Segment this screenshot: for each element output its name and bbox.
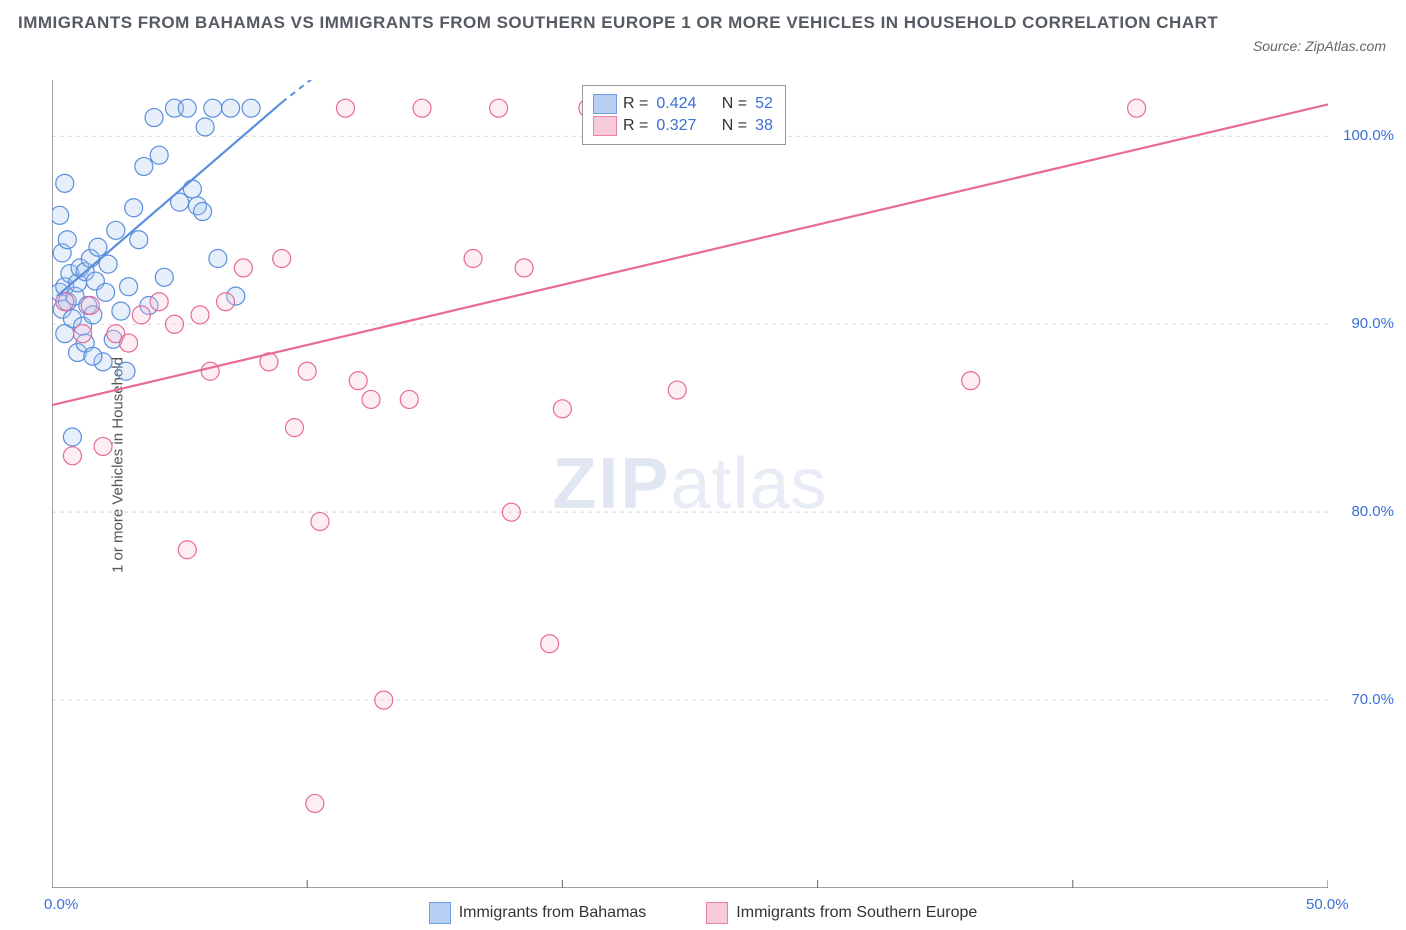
legend-n-seurope: 38 bbox=[755, 117, 773, 135]
legend-row-seurope: R = 0.327 N = 38 bbox=[593, 116, 773, 136]
y-tick-label: 90.0% bbox=[1351, 315, 1394, 332]
series-legend-item-seurope: Immigrants from Southern Europe bbox=[706, 902, 977, 924]
y-tick-label: 70.0% bbox=[1351, 691, 1394, 708]
chart-area: ZIPatlas R = 0.424 N = 52 R = 0.327 N = … bbox=[52, 80, 1328, 888]
y-tick-label: 100.0% bbox=[1343, 127, 1394, 144]
chart-title: IMMIGRANTS FROM BAHAMAS VS IMMIGRANTS FR… bbox=[18, 10, 1256, 36]
series-swatch-seurope bbox=[706, 902, 728, 924]
legend-swatch-bahamas bbox=[593, 94, 617, 114]
legend-r-bahamas: 0.424 bbox=[656, 95, 696, 113]
source-attribution: Source: ZipAtlas.com bbox=[1253, 38, 1386, 54]
legend-swatch-seurope bbox=[593, 116, 617, 136]
legend-n-bahamas: 52 bbox=[755, 95, 773, 113]
legend-row-bahamas: R = 0.424 N = 52 bbox=[593, 94, 773, 114]
legend-r-seurope: 0.327 bbox=[656, 117, 696, 135]
series-legend: Immigrants from Bahamas Immigrants from S… bbox=[0, 902, 1406, 924]
series-swatch-bahamas bbox=[429, 902, 451, 924]
y-tick-label: 80.0% bbox=[1351, 503, 1394, 520]
scatter-plot-svg bbox=[52, 80, 1328, 888]
regression-legend: R = 0.424 N = 52 R = 0.327 N = 38 bbox=[582, 85, 786, 145]
series-legend-item-bahamas: Immigrants from Bahamas bbox=[429, 902, 647, 924]
series-label-bahamas: Immigrants from Bahamas bbox=[459, 904, 647, 922]
series-label-seurope: Immigrants from Southern Europe bbox=[736, 904, 977, 922]
